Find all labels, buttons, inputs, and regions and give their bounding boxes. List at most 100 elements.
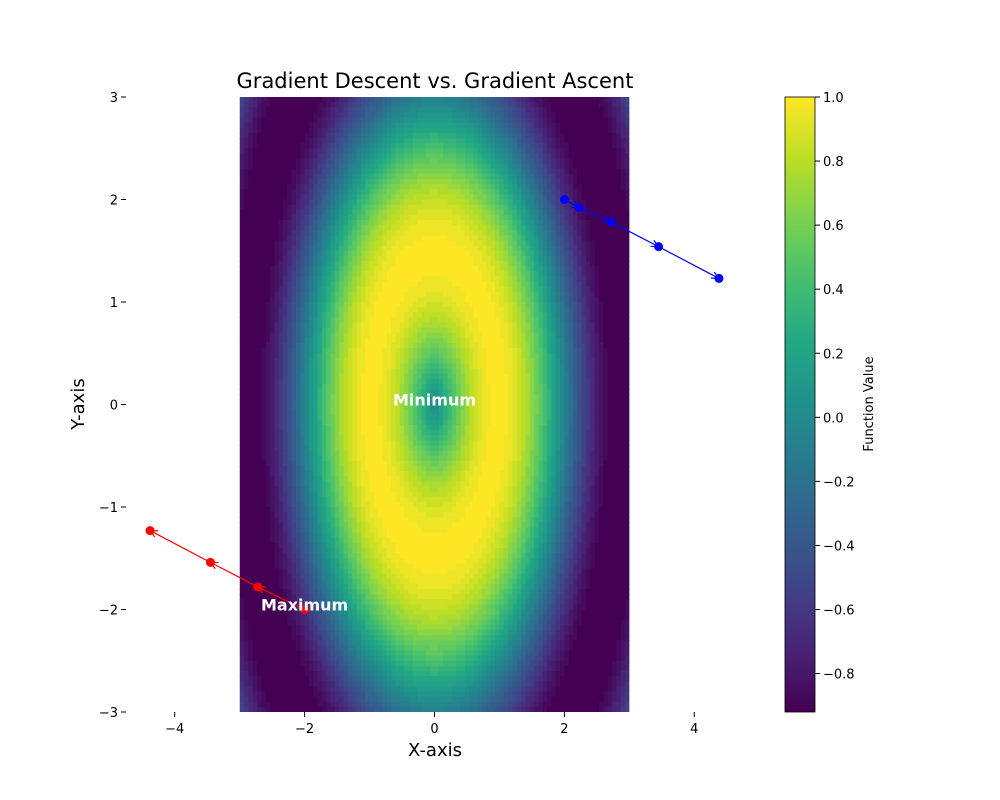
surface-cell <box>321 450 327 457</box>
surface-cell <box>265 430 271 436</box>
surface-cell <box>391 337 397 344</box>
surface-cell <box>343 589 349 595</box>
surface-cell <box>300 153 306 160</box>
surface-cell <box>330 558 336 564</box>
surface-cell <box>295 517 301 523</box>
surface-cell <box>265 481 271 488</box>
surface-cell <box>274 173 280 180</box>
surface-cell <box>243 286 249 293</box>
surface-cell <box>278 676 284 682</box>
surface-cell <box>317 384 323 390</box>
surface-cell <box>352 322 358 329</box>
surface-cell <box>313 373 319 380</box>
surface-cell <box>399 127 405 134</box>
surface-cell <box>308 650 314 657</box>
surface-cell <box>347 255 353 262</box>
surface-cell <box>239 496 245 503</box>
surface-cell <box>343 414 349 421</box>
surface-cell <box>330 501 336 508</box>
surface-cell <box>339 276 345 283</box>
surface-cell <box>265 189 271 195</box>
surface-cell <box>239 435 245 441</box>
surface-cell <box>352 604 358 611</box>
surface-cell <box>261 527 267 534</box>
surface-cell <box>404 312 410 318</box>
surface-cell <box>256 481 262 488</box>
surface-cell <box>369 337 375 344</box>
surface-cell <box>252 696 258 703</box>
surface-cell <box>248 276 254 283</box>
surface-cell <box>391 404 397 411</box>
surface-cell <box>382 686 388 693</box>
surface-cell <box>356 168 362 175</box>
surface-cell <box>369 158 375 165</box>
surface-cell <box>282 507 288 513</box>
surface-cell <box>287 419 293 426</box>
surface-cell <box>295 701 301 708</box>
surface-cell <box>352 491 358 498</box>
surface-cell <box>356 286 362 293</box>
surface-cell <box>391 665 397 672</box>
surface-cell <box>243 660 249 667</box>
surface-cell <box>282 501 288 508</box>
surface-cell <box>373 348 379 354</box>
surface-cell <box>278 619 284 626</box>
surface-cell <box>365 589 371 595</box>
surface-cell <box>265 476 271 482</box>
surface-cell <box>291 491 297 498</box>
surface-cell <box>321 573 327 580</box>
surface-cell <box>391 445 397 452</box>
surface-cell <box>295 281 301 288</box>
surface-cell <box>252 353 258 359</box>
surface-cell <box>334 373 340 380</box>
surface-cell <box>287 127 293 134</box>
surface-cell <box>399 276 405 283</box>
surface-cell <box>391 650 397 657</box>
surface-cell <box>343 153 349 160</box>
surface-cell <box>261 189 267 195</box>
surface-cell <box>365 624 371 631</box>
surface-cell <box>252 225 258 231</box>
surface-cell <box>321 312 327 318</box>
surface-cell <box>334 537 340 544</box>
surface-cell <box>343 132 349 139</box>
surface-cell <box>261 353 267 359</box>
surface-cell <box>274 373 280 380</box>
surface-cell <box>313 286 319 293</box>
surface-cell <box>313 281 319 288</box>
surface-cell <box>373 138 379 144</box>
surface-cell <box>252 143 258 149</box>
surface-cell <box>248 425 254 431</box>
surface-cell <box>343 394 349 400</box>
surface-cell <box>287 619 293 626</box>
surface-cell <box>304 276 310 283</box>
surface-cell <box>256 97 262 103</box>
surface-cell <box>308 373 314 380</box>
surface-cell <box>360 568 366 575</box>
surface-cell <box>404 665 410 672</box>
surface-cell <box>360 235 366 242</box>
surface-cell <box>386 97 392 103</box>
surface-cell <box>404 558 410 564</box>
surface-cell <box>304 624 310 631</box>
surface-cell <box>282 486 288 493</box>
surface-cell <box>347 302 353 308</box>
surface-cell <box>326 194 332 201</box>
surface-cell <box>261 337 267 344</box>
surface-cell <box>252 127 258 134</box>
surface-cell <box>365 681 371 687</box>
surface-cell <box>274 184 280 190</box>
surface-cell <box>330 332 336 339</box>
surface-cell <box>352 676 358 682</box>
surface-cell <box>356 255 362 262</box>
surface-cell <box>417 302 423 308</box>
surface-cell <box>378 630 384 636</box>
surface-cell <box>239 296 245 303</box>
surface-cell <box>391 394 397 400</box>
surface-cell <box>252 394 258 400</box>
surface-cell <box>391 430 397 436</box>
surface-cell <box>317 655 323 662</box>
surface-cell <box>256 389 262 395</box>
surface-cell <box>378 209 384 216</box>
surface-cell <box>386 486 392 493</box>
